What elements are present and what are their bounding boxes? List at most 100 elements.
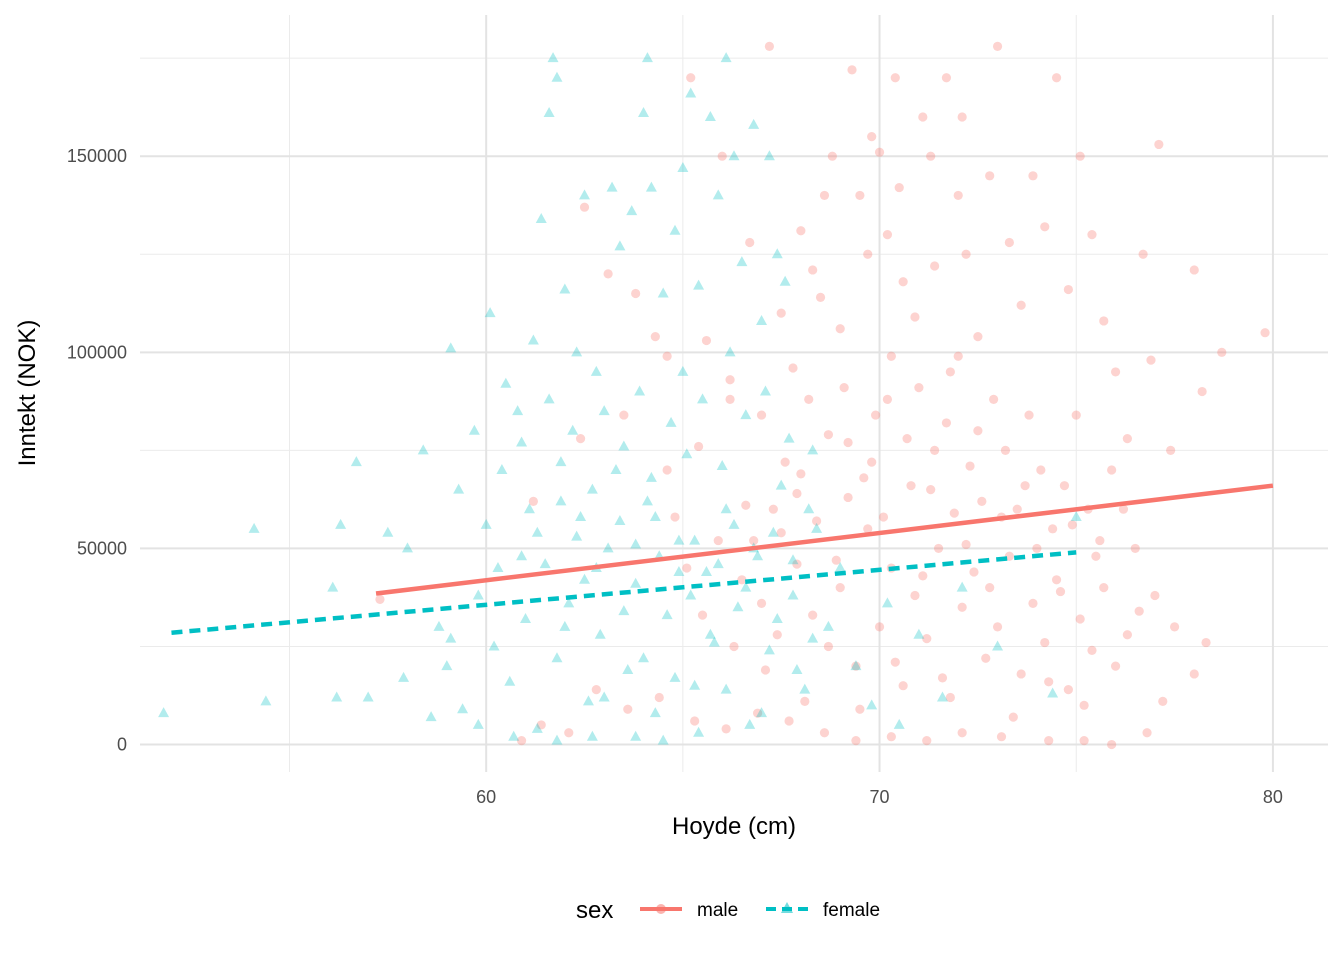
male-point (1067, 520, 1077, 530)
female-point (579, 573, 591, 584)
male-point (1118, 504, 1129, 514)
male-point (780, 457, 790, 467)
male-point (1091, 551, 1101, 561)
female-point (547, 52, 559, 63)
male-point (977, 496, 987, 506)
male-point (823, 430, 834, 440)
female-point (881, 597, 893, 608)
female-point (327, 581, 339, 592)
female-point (779, 275, 791, 286)
female-point (614, 514, 626, 525)
female-point (665, 416, 677, 427)
female-point (630, 577, 642, 588)
male-point (1099, 583, 1109, 593)
male-point (812, 516, 822, 526)
male-point (898, 277, 908, 287)
female-point (822, 620, 834, 631)
x-axis-title: Hoyde (cm) (672, 813, 796, 840)
male-point (792, 559, 802, 569)
male-point (914, 383, 924, 393)
male-point (796, 226, 806, 236)
male-point (1028, 598, 1038, 608)
female-point (382, 526, 394, 537)
legend: sex male female (576, 897, 880, 924)
male-point (882, 394, 893, 404)
male-point (662, 465, 672, 475)
male-point (937, 673, 948, 683)
female-point (673, 534, 685, 545)
female-point (523, 503, 535, 514)
male-point (878, 512, 889, 522)
male-point (725, 375, 735, 385)
female-point (712, 189, 724, 200)
female-point (468, 424, 480, 435)
male-point (1012, 504, 1022, 514)
x-tick-label: 60 (476, 787, 496, 807)
female-point (799, 683, 811, 694)
female-point (956, 581, 968, 592)
female-point (732, 601, 744, 612)
male-point (886, 732, 896, 742)
female-point (657, 734, 669, 745)
female-point (803, 503, 815, 514)
female-point (559, 283, 571, 294)
female-point (893, 718, 905, 729)
female-point (571, 346, 583, 357)
female-point (673, 565, 685, 576)
female-point (1070, 511, 1082, 522)
male-point (819, 728, 830, 738)
male-point (745, 237, 755, 248)
female-point (602, 542, 614, 553)
female-point (445, 632, 457, 643)
female-point (720, 52, 732, 63)
female-point (712, 558, 724, 569)
male-point (760, 665, 771, 675)
female-point (681, 448, 693, 459)
male-point (847, 65, 857, 75)
male-point (902, 434, 912, 444)
female-point (563, 597, 575, 608)
female-point (807, 632, 819, 643)
female-point (622, 664, 634, 675)
male-point (961, 249, 971, 259)
male-point (835, 324, 845, 334)
female-point (740, 409, 752, 420)
male-point (564, 728, 574, 738)
male-point (819, 190, 830, 201)
female-point (417, 444, 429, 455)
female-point (398, 671, 410, 682)
female-point (913, 628, 925, 639)
female-point (630, 730, 642, 741)
female-point (335, 518, 347, 529)
male-point (1008, 712, 1018, 722)
female-point (645, 181, 657, 192)
data-points (158, 41, 1270, 750)
female-point (992, 640, 1004, 651)
male-point (874, 147, 885, 157)
male-point (922, 736, 932, 746)
female-point (704, 628, 716, 639)
x-tick-label: 80 (1263, 787, 1283, 807)
male-point (725, 394, 735, 404)
male-point (953, 190, 963, 201)
female-point (575, 511, 587, 522)
female-point (669, 224, 681, 235)
male-point (1110, 661, 1121, 671)
female-point (811, 522, 823, 533)
male-point (749, 535, 759, 546)
female-point (618, 605, 630, 616)
female-point (724, 346, 736, 357)
male-point (898, 681, 908, 691)
legend-label-female: female (823, 900, 880, 921)
male-point (619, 410, 629, 420)
male-point (1150, 590, 1160, 601)
male-point (1095, 535, 1105, 546)
male-point (654, 692, 664, 703)
male-point (776, 528, 786, 538)
female-point (535, 212, 547, 223)
female-point (260, 695, 272, 706)
female-point (1047, 687, 1059, 698)
male-point (1201, 637, 1211, 648)
female-point (763, 644, 775, 655)
